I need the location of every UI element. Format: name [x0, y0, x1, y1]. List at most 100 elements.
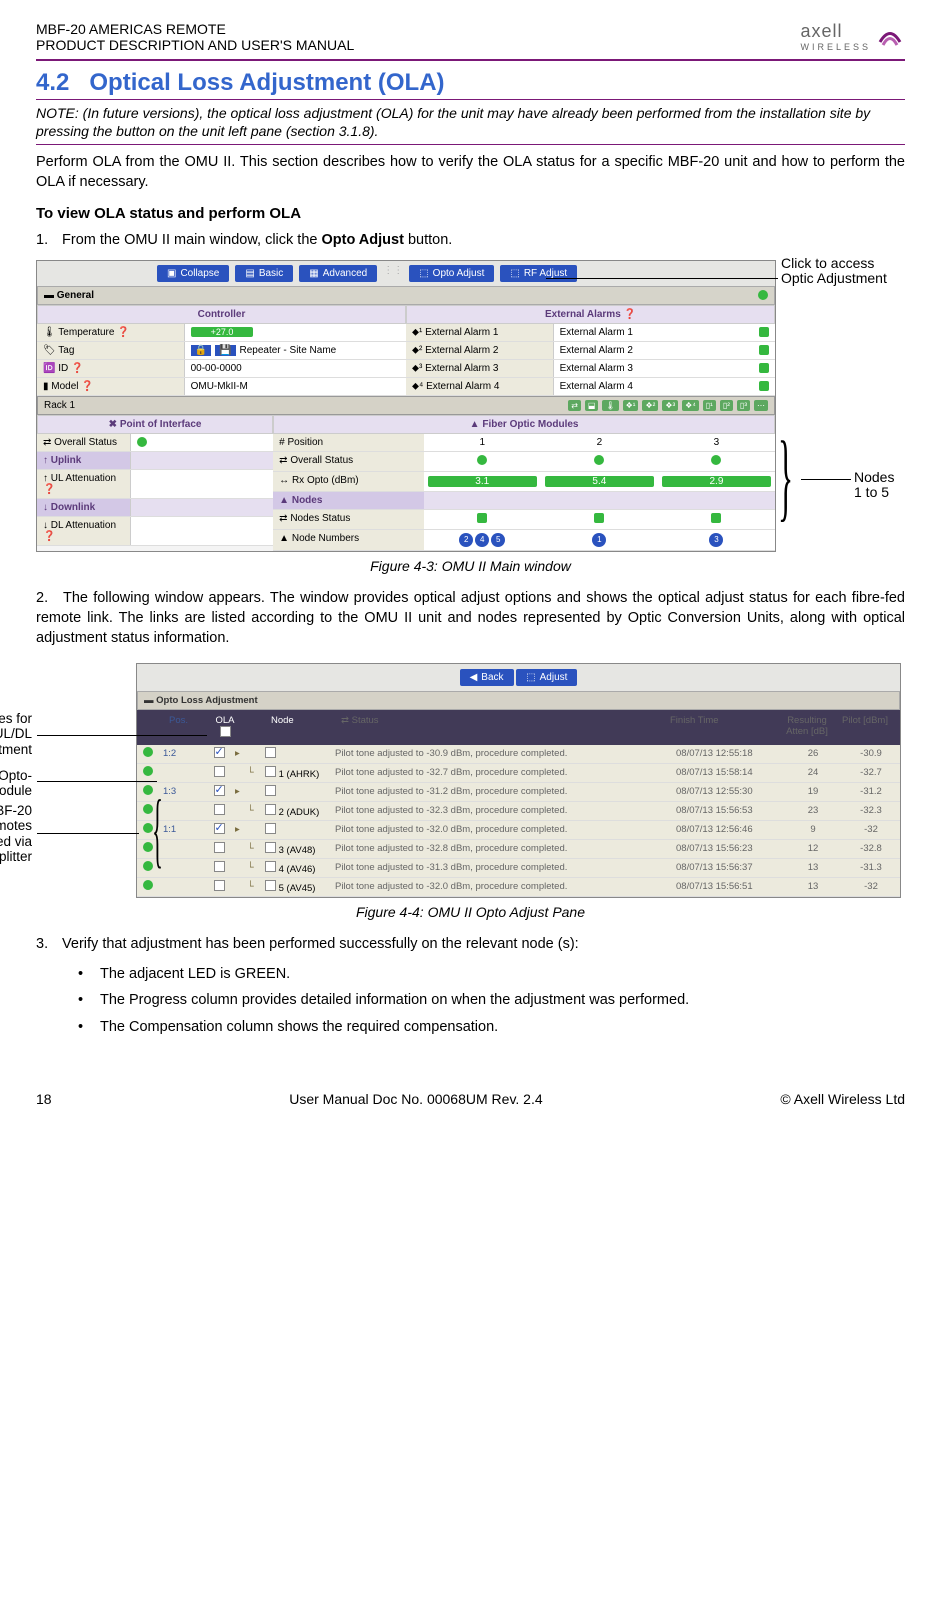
ola-screenshot: ◀ Back ⬚ Adjust ▬ Opto Loss Adjustment P…	[136, 663, 901, 898]
row-node: 5 (AV45)	[261, 878, 331, 896]
callout-nodes-line	[801, 479, 851, 480]
row-node: 4 (AV46)	[261, 859, 331, 877]
row-att: 26	[784, 746, 842, 761]
rx-1: 3.1	[428, 476, 537, 487]
ola-row: 1:1▸ Pilot tone adjusted to -32.0 dBm, p…	[137, 821, 900, 840]
row-ola-checkbox[interactable]	[214, 804, 225, 815]
step-1-number: 1.	[36, 230, 58, 250]
omu-toolbar: ▣ Collapse ▤ Basic ▦ Advanced ⋮⋮ ⬚ Opto …	[37, 261, 775, 286]
row-node-checkbox[interactable]	[265, 880, 276, 891]
row-pos	[159, 809, 205, 813]
row-time: 08/07/13 15:56:23	[672, 841, 784, 856]
toolbar-separator: ⋮⋮	[383, 265, 403, 282]
row-status: Pilot tone adjusted to -31.3 dBm, proced…	[331, 860, 672, 875]
header-rule	[36, 59, 905, 61]
ea4-led-icon	[759, 381, 769, 391]
brand-logo: axell WIRELESS	[800, 20, 905, 53]
row-tree-icon: ▸	[233, 822, 261, 837]
row-tree-icon: └	[233, 879, 261, 894]
figure-2-wrapper: Select nodes for UL/DL Adjustment Rack#:…	[36, 663, 905, 898]
row-node: 1 (AHRK)	[261, 764, 331, 782]
opto-label: Opto Adjust	[433, 268, 485, 279]
controller-header: Controller	[37, 305, 406, 324]
annot-2-line	[37, 781, 157, 782]
row-node-checkbox[interactable]	[265, 785, 276, 796]
step-1-bold: Opto Adjust	[322, 232, 404, 248]
row-time: 08/07/13 12:55:18	[672, 746, 784, 761]
row-pos	[159, 771, 205, 775]
rack-title: Rack 1	[44, 400, 75, 411]
heading-rule-bottom	[36, 144, 905, 145]
nstatus-label: ⇄ Nodes Status	[273, 510, 424, 529]
pos-1: 1	[424, 434, 541, 451]
ola-table-header: Pos. OLA Node ⇄ Status Finish Time Resul…	[137, 710, 900, 745]
row-tree-icon: └	[233, 765, 261, 780]
nodes-brace-icon: }	[778, 432, 793, 521]
row-ola-checkbox[interactable]	[214, 823, 225, 834]
advanced-button[interactable]: ▦ Advanced	[299, 265, 377, 282]
ea1-label: ⬥¹ External Alarm 1	[406, 324, 554, 341]
row-ola-checkbox[interactable]	[214, 747, 225, 758]
temp-value: +27.0	[191, 327, 254, 337]
row-node-checkbox[interactable]	[265, 804, 276, 815]
row-att: 13	[784, 860, 842, 875]
row-tree-icon: ▸	[233, 746, 261, 761]
rack-table: ✖ Point of Interface ⇄ Overall Status ↑ …	[37, 415, 775, 551]
row-node	[261, 821, 331, 839]
opto-adjust-button[interactable]: ⬚ Opto Adjust	[409, 265, 494, 282]
note-text: NOTE: (In future versions), the optical …	[36, 104, 905, 140]
section-heading: 4.2 Optical Loss Adjustment (OLA)	[36, 69, 905, 97]
ola-row: └ 2 (ADUK)Pilot tone adjusted to -32.3 d…	[137, 802, 900, 821]
h-time: Finish Time	[666, 713, 778, 742]
ea2-label: ⬥² External Alarm 2	[406, 342, 554, 359]
ea1-val: External Alarm 1	[560, 327, 633, 338]
row-status: Pilot tone adjusted to -30.9 dBm, proced…	[331, 746, 672, 761]
figure-2-caption: Figure 4-4: OMU II Opto Adjust Pane	[36, 904, 905, 920]
footer-doc: User Manual Doc No. 00068UM Rev. 2.4	[289, 1091, 542, 1107]
row-pilot: -32	[842, 879, 900, 894]
ola-row: 1:2▸ Pilot tone adjusted to -30.9 dBm, p…	[137, 745, 900, 764]
row-node-checkbox[interactable]	[265, 766, 276, 777]
row-ola-checkbox[interactable]	[214, 785, 225, 796]
basic-button[interactable]: ▤ Basic	[235, 265, 293, 282]
row-att: 12	[784, 841, 842, 856]
figure-1-caption: Figure 4-3: OMU II Main window	[36, 558, 905, 574]
rack-section-bar[interactable]: Rack 1 ⇄⬓🌡❖¹❖²❖³❖⁴▯¹▯²▯³⋯	[37, 396, 775, 415]
general-section-bar[interactable]: ▬ General	[37, 286, 775, 305]
dlatt-label: ↓ DL Attenuation ❓	[37, 517, 131, 545]
intro-paragraph: Perform OLA from the OMU II. This sectio…	[36, 153, 905, 192]
row-node-checkbox[interactable]	[265, 861, 276, 872]
ovr-led-2-icon	[594, 455, 604, 465]
collapse-button[interactable]: ▣ Collapse	[157, 265, 229, 282]
row-pilot: -31.3	[842, 860, 900, 875]
row-led-icon	[143, 766, 153, 776]
adjust-label: Adjust	[540, 672, 568, 683]
back-button[interactable]: ◀ Back	[460, 669, 514, 686]
row-node-checkbox[interactable]	[265, 842, 276, 853]
row-time: 08/07/13 12:55:30	[672, 784, 784, 799]
row-ola-checkbox[interactable]	[214, 842, 225, 853]
row-att: 13	[784, 879, 842, 894]
tag-value[interactable]: 🔒💾 Repeater - Site Name	[185, 342, 406, 359]
step-3-text: Verify that adjustment has been performe…	[62, 936, 579, 952]
row-ola-checkbox[interactable]	[214, 861, 225, 872]
overall-left-label: ⇄ Overall Status	[37, 434, 131, 451]
id-value: 00-00-0000	[185, 360, 406, 377]
adjust-button[interactable]: ⬚ Adjust	[516, 669, 577, 686]
row-node-checkbox[interactable]	[265, 823, 276, 834]
bullet-2: The Progress column provides detailed in…	[78, 990, 905, 1010]
annot-3-brace-icon: {	[152, 806, 163, 856]
row-time: 08/07/13 12:56:46	[672, 822, 784, 837]
ola-header-checkbox[interactable]	[220, 726, 231, 737]
row-ola-checkbox[interactable]	[214, 880, 225, 891]
row-att: 23	[784, 803, 842, 818]
page-header: MBF-20 AMERICAS REMOTE PRODUCT DESCRIPTI…	[36, 20, 905, 53]
rf-adjust-button[interactable]: ⬚ RF Adjust	[500, 265, 577, 282]
annot-1-line	[37, 735, 207, 736]
row-node-checkbox[interactable]	[265, 747, 276, 758]
row-ola-checkbox[interactable]	[214, 766, 225, 777]
row-led-icon	[143, 747, 153, 757]
row-status: Pilot tone adjusted to -32.0 dBm, proced…	[331, 822, 672, 837]
row-node	[261, 745, 331, 763]
row-status: Pilot tone adjusted to -32.7 dBm, proced…	[331, 765, 672, 780]
